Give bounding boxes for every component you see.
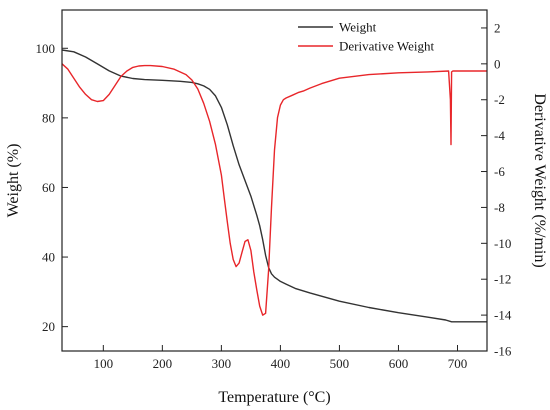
x-tick-label: 100 [94,356,114,371]
right-y-tick-label: 0 [494,56,501,71]
x-tick-label: 600 [389,356,409,371]
left-y-tick-label: 100 [36,41,56,56]
series-layer [62,49,487,323]
left-y-axis-title: Weight (%) [5,144,22,218]
left-y-tick-label: 80 [42,110,55,125]
x-tick-label: 700 [448,356,468,371]
legend-label-derivative-weight: Derivative Weight [339,39,434,54]
x-tick-label: 500 [330,356,350,371]
right-y-tick-label: 2 [494,20,501,35]
left-y-tick-label: 20 [42,319,55,334]
right-y-tick-label: -2 [494,92,505,107]
x-tick-label: 300 [212,356,232,371]
ticks-layer: 100 200 300 400 500 600 7002040608010020-2-4-6… [36,20,512,371]
right-y-axis-title: Derivative Weight (%/min) [531,93,548,267]
right-y-tick-label: -10 [494,236,511,251]
right-y-tick-label: -16 [494,344,512,359]
plot-frame [61,9,488,352]
right-y-tick-label: -14 [494,308,512,323]
right-y-tick-label: -4 [494,128,505,143]
series-line-weight [62,49,487,323]
left-y-tick-label: 40 [42,250,55,265]
right-y-tick-label: -12 [494,272,511,287]
x-tick-label: 200 [153,356,173,371]
legend-label-weight: Weight [339,20,377,35]
right-y-tick-label: -8 [494,200,505,215]
legend: Weight Derivative Weight [298,20,434,54]
x-axis-title: Temperature (°C) [218,389,330,406]
series-line-derivative-weight [62,63,487,316]
left-y-tick-label: 60 [42,180,55,195]
x-tick-label: 400 [271,356,291,371]
right-y-tick-label: -6 [494,164,505,179]
